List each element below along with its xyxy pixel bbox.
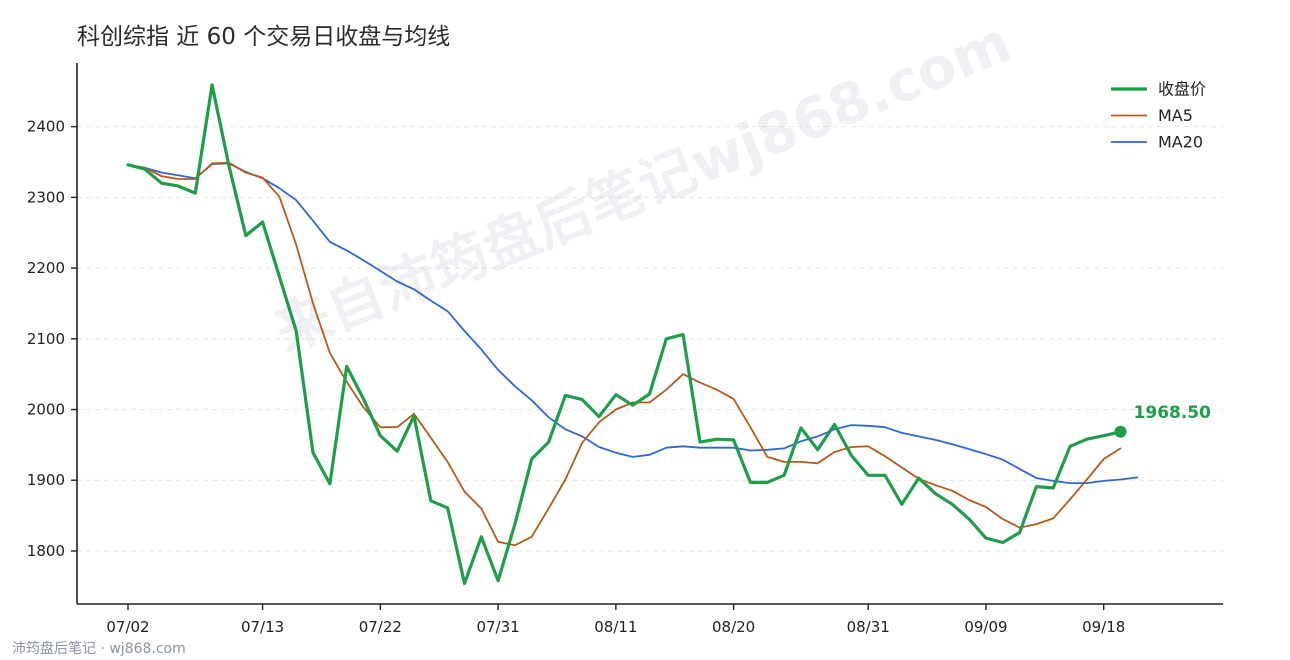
series-lines [126, 83, 1139, 586]
series-line-ma20 [127, 162, 1139, 484]
y-tick-label-1800: 1800 [27, 542, 65, 560]
y-tick-label-2000: 2000 [27, 401, 65, 419]
watermark: 来自沛筠盘后笔记wj868.com [266, 10, 1020, 365]
y-tick-label-2100: 2100 [27, 330, 65, 348]
last-close-point [1114, 425, 1127, 438]
chart-title: 科创综指 近 60 个交易日收盘与均线 [77, 24, 450, 50]
y-ticks: 1800 1900 2000 2100 2200 2300 2400 [27, 118, 77, 560]
x-tick-label-07/02: 07/02 [106, 618, 149, 636]
footer-source: 沛筠盘后笔记 · wj868.com [12, 640, 186, 657]
y-tick-label-2400: 2400 [27, 118, 65, 136]
last-value-marker: 1968.50 [1114, 403, 1212, 438]
x-tick-label-08/20: 08/20 [712, 618, 755, 636]
x-tick-label-07/13: 07/13 [241, 618, 284, 636]
y-tick-label-1900: 1900 [27, 471, 65, 489]
axes [76, 63, 1223, 605]
legend: 收盘价 MA5 MA20 [1111, 80, 1206, 152]
legend-label-ma5: MA5 [1158, 106, 1193, 125]
grid-lines [77, 126, 1223, 552]
legend-label-close: 收盘价 [1158, 80, 1206, 99]
legend-label-ma20: MA20 [1158, 133, 1203, 152]
x-ticks: 07/02 07/13 07/22 07/31 08/11 08/20 08/31 09/09… [106, 604, 1125, 636]
x-tick-label-09/09: 09/09 [964, 618, 1007, 636]
x-tick-label-07/22: 07/22 [359, 618, 402, 636]
last-close-label: 1968.50 [1134, 403, 1212, 423]
x-tick-label-07/31: 07/31 [476, 618, 519, 636]
series-line-close [126, 83, 1123, 586]
x-tick-label-09/18: 09/18 [1082, 618, 1125, 636]
y-tick-label-2200: 2200 [27, 259, 65, 277]
watermark-layer: 来自沛筠盘后笔记wj868.com [266, 10, 1020, 365]
y-tick-label-2300: 2300 [27, 188, 65, 206]
series-line-ma5 [127, 161, 1122, 547]
x-tick-label-08/31: 08/31 [847, 618, 890, 636]
x-tick-label-08/11: 08/11 [594, 618, 637, 636]
